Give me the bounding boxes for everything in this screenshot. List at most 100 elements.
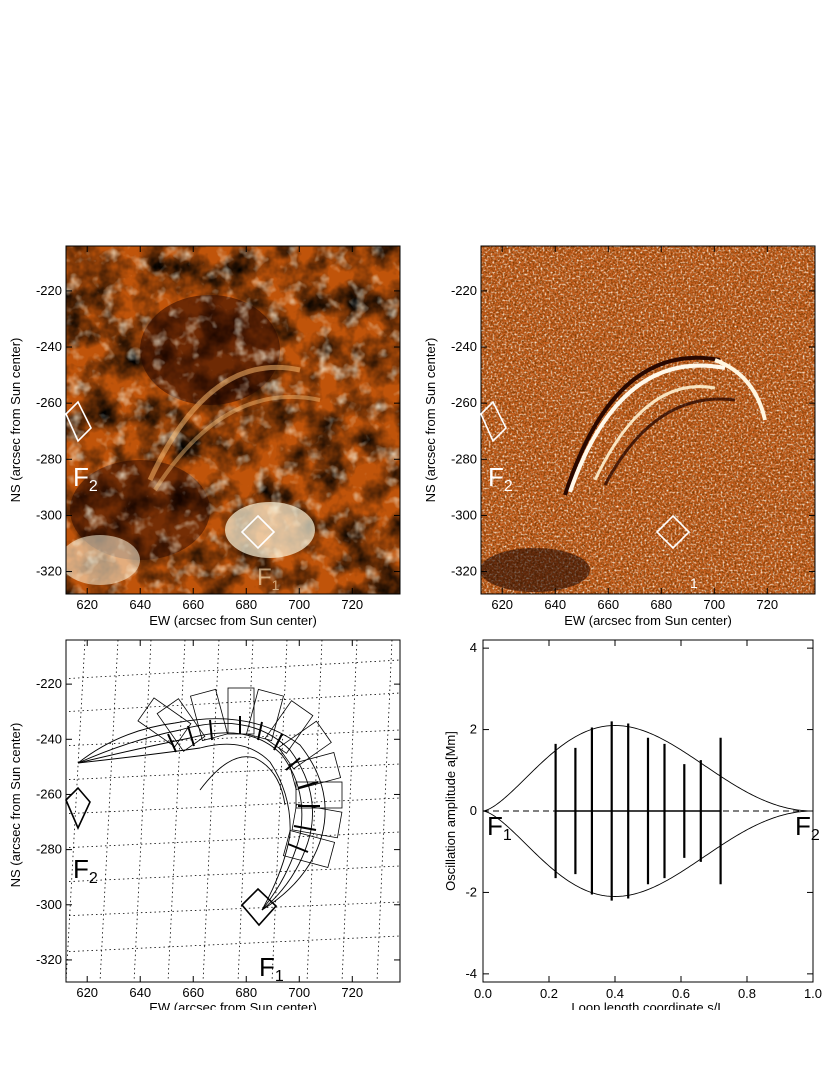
x-tick-label: 0.4	[606, 986, 624, 1001]
x-axis-ticks: 620 640 660 680 700 720	[76, 640, 363, 1000]
footpoint-f2-label: F2	[73, 462, 98, 495]
y-tick: -320	[36, 564, 400, 579]
x-tick: 640	[129, 246, 151, 612]
y-tick-label: -280	[451, 451, 477, 466]
euv-image-panel: 620 640 660 680 700 720 -220 -240 -260 -280 -300 -…	[8, 245, 401, 628]
y-axis-label: NS (arcsec from Sun center)	[8, 338, 23, 503]
y-tick: -2	[465, 884, 813, 899]
y-tick-label: -260	[36, 395, 62, 410]
x-tick: 0.8	[738, 640, 756, 1001]
y-tick-label: 4	[470, 640, 477, 655]
amplitude-chart: 0.0 0.2 0.4 0.6 0.8 1.0 4 2 0 -2 -4 F1 F2 Loop len…	[443, 639, 822, 1010]
y-tick-label: -240	[36, 731, 62, 746]
x-tick-label: 720	[341, 985, 363, 1000]
y-tick: -240	[36, 339, 400, 354]
y-tick: -320	[36, 952, 400, 967]
y-tick: -260	[36, 786, 400, 801]
footpoint-f1-label: 1	[690, 575, 698, 591]
y-tick: -220	[36, 283, 400, 298]
y-axis-ticks: -220 -240 -260 -280 -300 -320	[36, 676, 400, 967]
x-tick: 680	[650, 246, 672, 612]
y-tick: -280	[451, 451, 815, 466]
y-axis-label: Oscillation amplitude a[Mm]	[443, 731, 458, 891]
x-tick-label: 720	[756, 597, 778, 612]
x-tick-label: 680	[235, 985, 257, 1000]
x-tick: 700	[288, 246, 310, 612]
x-axis-label: Loop length coordinate s/L	[571, 1000, 724, 1010]
x-tick: 0.2	[540, 640, 558, 1001]
footpoint-f1-marker	[240, 887, 278, 927]
y-tick-label: -280	[36, 451, 62, 466]
x-tick: 0.0	[474, 640, 492, 1001]
x-tick-label: 640	[544, 597, 566, 612]
y-tick-label: -300	[36, 507, 62, 522]
x-tick: 700	[703, 246, 725, 612]
loop-model	[77, 718, 326, 911]
lower-envelope	[482, 810, 814, 897]
x-tick: 640	[544, 246, 566, 612]
x-tick-label: 680	[235, 597, 257, 612]
y-tick-label: -4	[465, 966, 477, 981]
y-tick-label: -2	[465, 884, 477, 899]
y-tick-label: -260	[36, 786, 62, 801]
x-tick-label: 0.0	[474, 986, 492, 1001]
footpoint-f2-label: F2	[73, 854, 98, 887]
y-axis-ticks: -220 -240 -260 -280 -300 -320	[451, 283, 815, 579]
y-tick: -240	[36, 731, 400, 746]
y-tick-label: -280	[36, 842, 62, 857]
y-tick: -240	[451, 339, 815, 354]
y-tick-label: -320	[451, 564, 477, 579]
footpoint-f1-label: F1	[257, 564, 280, 593]
y-tick: -4	[465, 966, 813, 981]
y-tick-label: -320	[36, 564, 62, 579]
x-tick-label: 660	[597, 597, 619, 612]
y-tick: -260	[36, 395, 400, 410]
x-tick-label: 0.8	[738, 986, 756, 1001]
x-tick-label: 680	[650, 597, 672, 612]
y-axis-label: NS (arcsec from Sun center)	[8, 723, 23, 888]
footpoint-f2-marker	[65, 786, 91, 830]
x-tick-label: 720	[341, 597, 363, 612]
x-tick-label: 640	[129, 985, 151, 1000]
x-tick: 700	[288, 640, 310, 1000]
y-tick: -220	[36, 676, 400, 691]
x-tick: 620	[76, 246, 98, 612]
x-axis-ticks: 620 640 660 680 700 720	[491, 246, 778, 612]
x-tick-label: 0.6	[672, 986, 690, 1001]
footpoint-f1-marker	[240, 514, 276, 550]
y-tick-label: -300	[451, 507, 477, 522]
x-tick: 0.6	[672, 640, 690, 1001]
y-tick: -280	[36, 842, 400, 857]
x-tick: 680	[235, 246, 257, 612]
y-tick-label: -220	[36, 676, 62, 691]
y-tick: -320	[451, 564, 815, 579]
x-tick: 1.0	[804, 640, 822, 1001]
x-tick-label: 640	[129, 597, 151, 612]
x-tick: 660	[597, 246, 619, 612]
y-tick: 0	[470, 803, 813, 818]
y-tick: 2	[470, 722, 813, 737]
x-tick-label: 620	[76, 985, 98, 1000]
footpoint-f2-marker	[65, 400, 92, 443]
upper-envelope	[482, 725, 814, 812]
y-tick: -300	[36, 507, 400, 522]
annotation-f2: F2	[795, 811, 820, 844]
y-tick: -300	[451, 507, 815, 522]
x-tick-label: 700	[288, 597, 310, 612]
footpoint-f2-label: F2	[488, 462, 513, 495]
y-tick-label: -220	[451, 283, 477, 298]
y-tick: -300	[36, 897, 400, 912]
y-tick: -280	[36, 451, 400, 466]
x-axis-label: EW (arcsec from Sun center)	[149, 613, 317, 628]
annotation-f1: F1	[487, 811, 512, 844]
y-tick-label: -220	[36, 283, 62, 298]
y-tick: -220	[451, 283, 815, 298]
x-tick-label: 1.0	[804, 986, 822, 1001]
x-axis-label: EW (arcsec from Sun center)	[149, 1000, 317, 1010]
coordinate-grid	[66, 640, 400, 982]
x-tick: 0.4	[606, 640, 624, 1001]
y-tick-label: 2	[470, 722, 477, 737]
x-tick: 680	[235, 640, 257, 1000]
x-tick-label: 620	[76, 597, 98, 612]
x-tick-label: 660	[182, 597, 204, 612]
